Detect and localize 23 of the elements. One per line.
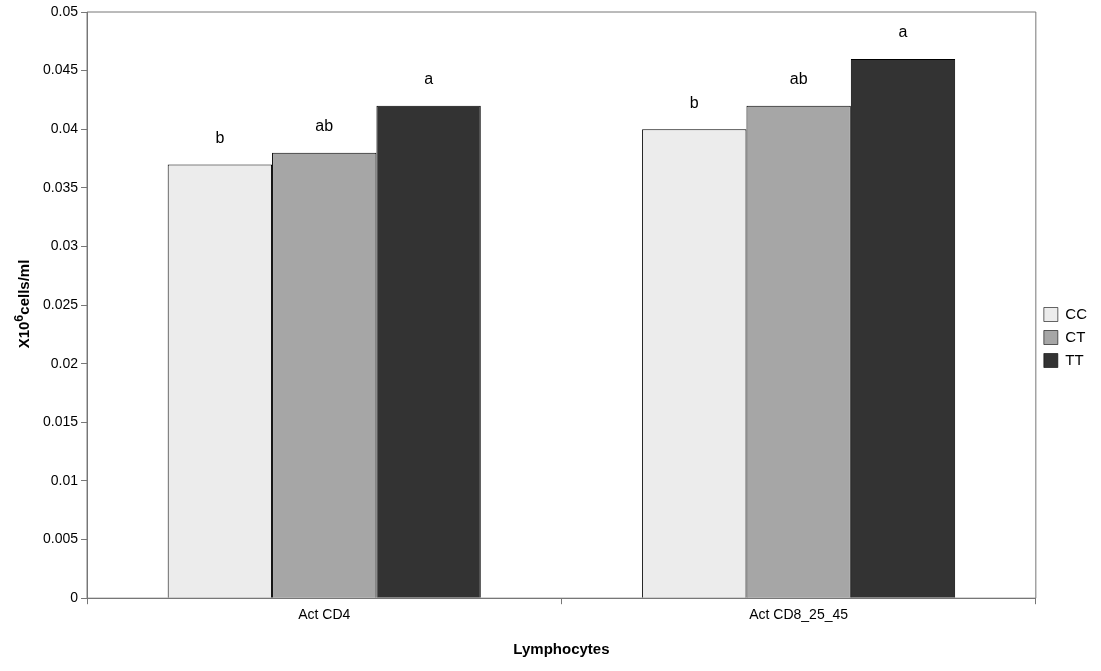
data-label: b [215,128,225,146]
data-label: ab [789,70,808,88]
data-label: b [689,93,699,111]
data-label: a [424,70,434,88]
y-tick-label: 0.045 [42,61,79,78]
y-tick-label: 0.005 [42,530,79,547]
y-tick-label: 0.03 [50,237,79,254]
y-tick-label: 0.05 [50,2,79,19]
x-axis-title: Lymphocytes [513,640,610,658]
data-label: ab [315,117,334,135]
y-tick-label: 0.025 [42,295,79,312]
y-tick-label: 0 [70,589,79,606]
x-tick-label: Act CD8_25_45 [749,606,849,623]
y-tick-label: 0.035 [42,178,79,195]
y-tick-label: 0.02 [50,354,79,371]
legend-label: CC [1065,304,1088,322]
legend-label: TT [1065,350,1084,368]
data-label: a [898,23,908,41]
y-tick-label: 0.01 [50,471,79,488]
legend-label: CT [1065,327,1086,345]
y-tick-label: 0.015 [42,413,79,430]
y-tick-label: 0.04 [50,120,79,137]
x-tick-label: Act CD4 [298,606,351,623]
